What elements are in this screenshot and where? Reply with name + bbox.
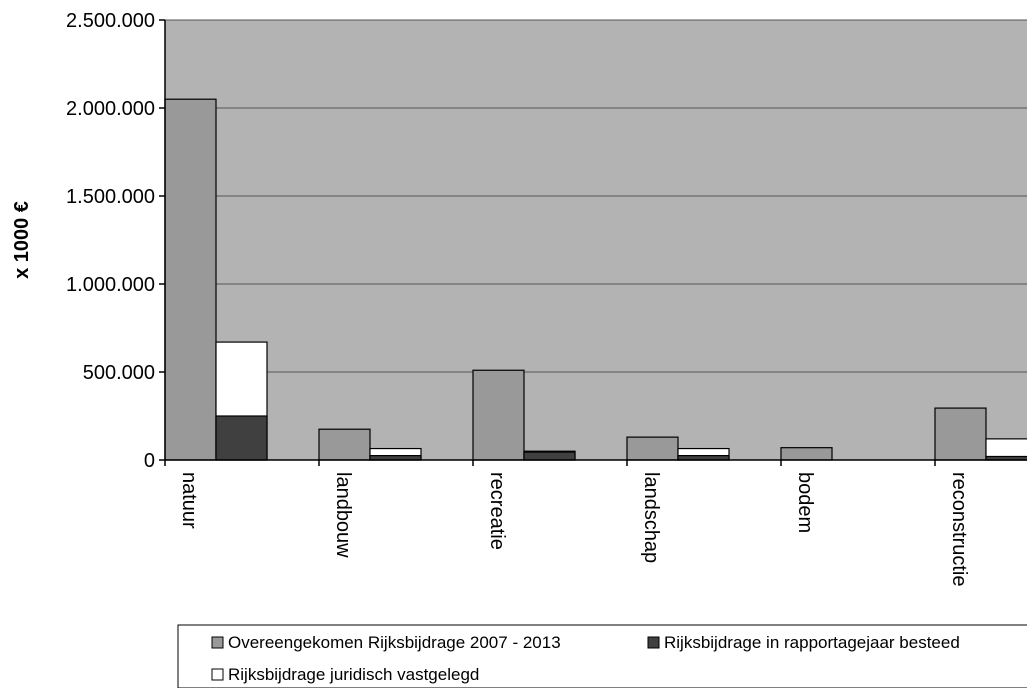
legend-label: Overeengekomen Rijksbijdrage 2007 - 2013 [228, 633, 561, 652]
y-tick-label: 1.500.000 [66, 186, 155, 208]
bars [164, 98, 1027, 461]
x-tick-label: recreatie [486, 472, 508, 550]
legend-swatch [211, 668, 224, 681]
bar-overeengekomen [318, 428, 371, 461]
x-tick-label: natuur [178, 472, 200, 529]
legend-label: Rijksbijdrage juridisch vastgelegd [228, 665, 479, 684]
x-tick-label: landschap [640, 472, 662, 563]
legend-label: Rijksbijdrage in rapportagejaar besteed [664, 633, 960, 652]
y-tick-label: 2.500.000 [66, 10, 155, 32]
y-tick-label: 2.000.000 [66, 98, 155, 120]
y-axis-title: x 1000 € [11, 201, 33, 279]
y-tick-label: 1.000.000 [66, 274, 155, 296]
x-tick-label: landbouw [332, 472, 354, 558]
bar-overeengekomen [472, 369, 525, 461]
legend: Overeengekomen Rijksbijdrage 2007 - 2013… [211, 633, 960, 684]
y-ticks: 0 500.000 1.000.000 1.500.000 2.000.000 2.500… [66, 10, 165, 472]
plot-area [165, 20, 1027, 460]
x-ticks: natuur landbouw recreatie landschap bodem rec… [164, 460, 970, 587]
bar-besteed [523, 451, 576, 461]
legend-swatch [647, 636, 660, 649]
bar-overeengekomen [780, 447, 833, 461]
legend-swatch [211, 636, 224, 649]
x-tick-label: bodem [794, 472, 816, 533]
y-tick-label: 500.000 [83, 362, 155, 384]
bar-overeengekomen [934, 407, 987, 461]
bar-overeengekomen [164, 98, 217, 461]
y-tick-label: 0 [144, 450, 155, 472]
bar-overeengekomen [626, 436, 679, 461]
x-tick-label: reconstructie [948, 472, 970, 587]
gridlines [165, 19, 1027, 373]
legend-box [177, 624, 1027, 688]
bar-besteed [215, 415, 268, 461]
